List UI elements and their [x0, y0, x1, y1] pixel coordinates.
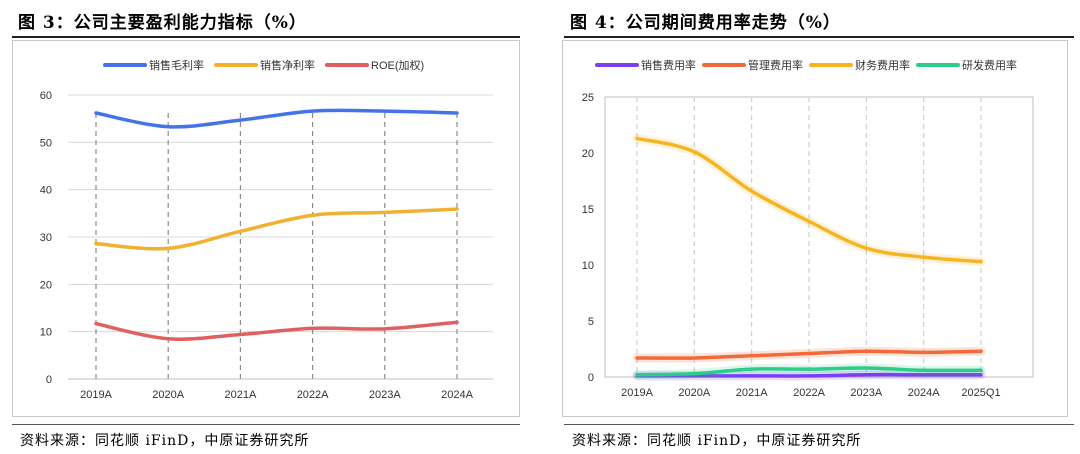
x-tick-label: 2022A: [793, 387, 825, 399]
chart-frame: 0 10 20 30 40 50 60 2019A 2020A 2021A 2022A 2023A 20…: [12, 40, 520, 417]
data-point: [922, 368, 926, 372]
series-line: [94, 207, 459, 251]
x-tick-label: 2022A: [297, 389, 329, 401]
x-tick-label: 2021A: [736, 387, 768, 399]
x-tick-label: 2025Q1: [961, 387, 1000, 399]
y-tick-label: 60: [40, 90, 52, 102]
data-point: [864, 366, 868, 370]
data-point: [692, 150, 696, 154]
figure-3-title: 图 3：公司主要盈利能力指标（%）: [18, 13, 307, 33]
data-point: [455, 207, 459, 211]
data-point: [864, 246, 868, 250]
data-point: [455, 320, 459, 324]
data-point: [807, 351, 811, 355]
data-point: [807, 219, 811, 223]
x-tick-label: 2024A: [908, 387, 940, 399]
data-point: [750, 189, 754, 193]
data-point: [922, 373, 926, 377]
y-tick-label: 5: [588, 316, 594, 328]
figure-4-source: 资料来源：同花顺 iFinD，中原证券研究所: [572, 433, 862, 449]
x-tick-label: 2024A: [441, 389, 473, 401]
data-point: [979, 373, 983, 377]
data-point: [979, 260, 983, 264]
data-point: [166, 246, 170, 250]
x-tick-label: 2019A: [80, 389, 112, 401]
data-point: [807, 367, 811, 371]
data-point: [979, 368, 983, 372]
y-tick-label: 10: [40, 327, 52, 339]
data-point: [311, 326, 315, 330]
data-point: [864, 349, 868, 353]
data-point: [750, 374, 754, 378]
x-tick-label: 2023A: [850, 387, 882, 399]
y-tick-label: 25: [582, 92, 594, 104]
y-tick-label: 50: [40, 137, 52, 149]
legend-label: 销售净利率: [260, 58, 315, 72]
data-point: [692, 372, 696, 376]
data-point: [383, 109, 387, 113]
legend-label: 管理费用率: [748, 58, 803, 72]
chart-frame: 0 5 10 15 20 25 2019A 2020A 2021A 2022A 2023A 2024A…: [562, 40, 1068, 417]
data-point: [94, 242, 98, 246]
figure-4-title: 图 4：公司期间费用率走势（%）: [570, 13, 841, 33]
y-tick-label: 0: [588, 372, 594, 384]
profitability-chart: 0 10 20 30 40 50 60 2019A 2020A 2021A 2022A 2023A 20…: [40, 58, 493, 401]
y-tick-label: 10: [582, 260, 594, 272]
legend-label: ROE(加权): [371, 59, 424, 72]
series-line: [94, 108, 459, 129]
x-tick-label: 2021A: [224, 389, 256, 401]
data-point: [979, 349, 983, 353]
data-point: [311, 109, 315, 113]
expense-ratio-chart: 0 5 10 15 20 25 2019A 2020A 2021A 2022A 2023A 2024A…: [582, 58, 1034, 399]
y-tick-label: 40: [40, 185, 52, 197]
x-tick-label: 2020A: [152, 389, 184, 401]
legend-label: 财务费用率: [855, 58, 910, 72]
y-tick-label: 30: [40, 232, 52, 244]
data-point: [311, 213, 315, 217]
data-point: [166, 125, 170, 129]
data-point: [238, 333, 242, 337]
figure-3-source: 资料来源：同花顺 iFinD，中原证券研究所: [20, 433, 310, 449]
data-point: [635, 136, 639, 140]
y-tick-label: 20: [582, 148, 594, 160]
legend-label: 销售费用率: [641, 58, 696, 72]
data-point: [166, 337, 170, 341]
data-point: [807, 374, 811, 378]
legend-label: 销售毛利率: [149, 58, 204, 72]
data-point: [238, 229, 242, 233]
plot-border: [604, 96, 1034, 378]
data-point: [750, 354, 754, 358]
y-tick-label: 20: [40, 279, 52, 291]
bottom-rule: [564, 424, 1074, 425]
data-point: [94, 111, 98, 115]
title-rule: [12, 36, 520, 38]
data-point: [94, 322, 98, 326]
data-point: [238, 118, 242, 122]
legend-label: 研发费用率: [962, 58, 1017, 72]
data-point: [692, 356, 696, 360]
data-point: [750, 367, 754, 371]
data-point: [383, 210, 387, 214]
series-line: [94, 320, 459, 341]
x-tick-label: 2020A: [678, 387, 710, 399]
bottom-rule: [12, 424, 520, 425]
x-tick-label: 2023A: [369, 389, 401, 401]
data-point: [864, 373, 868, 377]
title-rule: [564, 36, 1074, 38]
data-point: [922, 350, 926, 354]
y-tick-label: 0: [46, 374, 52, 386]
x-tick-label: 2019A: [621, 387, 653, 399]
data-point: [635, 356, 639, 360]
data-point: [922, 255, 926, 259]
data-point: [383, 327, 387, 331]
y-tick-label: 15: [582, 204, 594, 216]
data-point: [635, 373, 639, 377]
data-point: [455, 111, 459, 115]
